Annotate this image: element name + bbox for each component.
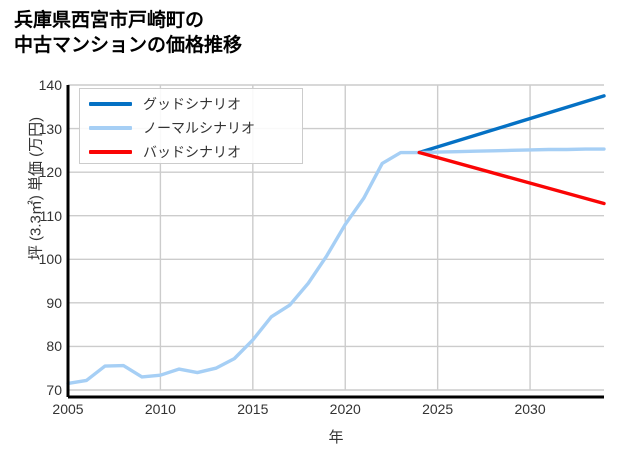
legend-swatch-good <box>89 101 132 106</box>
chart-title: 兵庫県西宮市戸崎町の 中古マンションの価格推移 <box>14 10 243 56</box>
x-tick-label: 2010 <box>144 401 176 417</box>
gridlines <box>67 84 604 391</box>
legend-item-good: グッドシナリオ <box>80 91 302 116</box>
legend-swatch-normal <box>89 125 132 130</box>
legend-item-normal: ノーマルシナリオ <box>80 115 302 140</box>
y-tick-label: 120 <box>38 164 62 181</box>
axis-spines <box>66 85 604 399</box>
chart-legend: グッドシナリオ ノーマルシナリオ バッドシナリオ <box>79 88 303 164</box>
x-tick-label: 2025 <box>422 401 454 417</box>
y-tick-label: 110 <box>39 207 62 224</box>
x-tick-label: 2020 <box>329 401 361 417</box>
series-line-normal <box>417 94 606 155</box>
x-tick-label: 2015 <box>237 401 269 417</box>
y-tick-label: 90 <box>46 294 62 311</box>
series-layer <box>66 94 606 386</box>
legend-swatch-bad <box>89 149 132 154</box>
series-line-bad <box>417 150 606 206</box>
y-tick-label: 70 <box>46 382 62 398</box>
legend-item-bad: バッドシナリオ <box>80 139 302 164</box>
y-axis-ticks: 70 80 90 100 110 120 130 140 <box>0 0 62 465</box>
y-tick-label: 130 <box>38 120 62 137</box>
y-tick-label: 80 <box>46 338 62 355</box>
y-tick-label: 140 <box>38 77 62 93</box>
legend-label-good: グッドシナリオ <box>143 95 241 112</box>
x-tick-label: 2030 <box>514 401 546 417</box>
legend-label-normal: ノーマルシナリオ <box>143 119 255 136</box>
legend-label-bad: バッドシナリオ <box>143 143 241 160</box>
x-axis-label: 年 <box>328 429 344 446</box>
series-line-good <box>66 147 606 386</box>
x-tick-label: 2005 <box>52 401 84 417</box>
y-tick-label: 100 <box>38 251 62 268</box>
